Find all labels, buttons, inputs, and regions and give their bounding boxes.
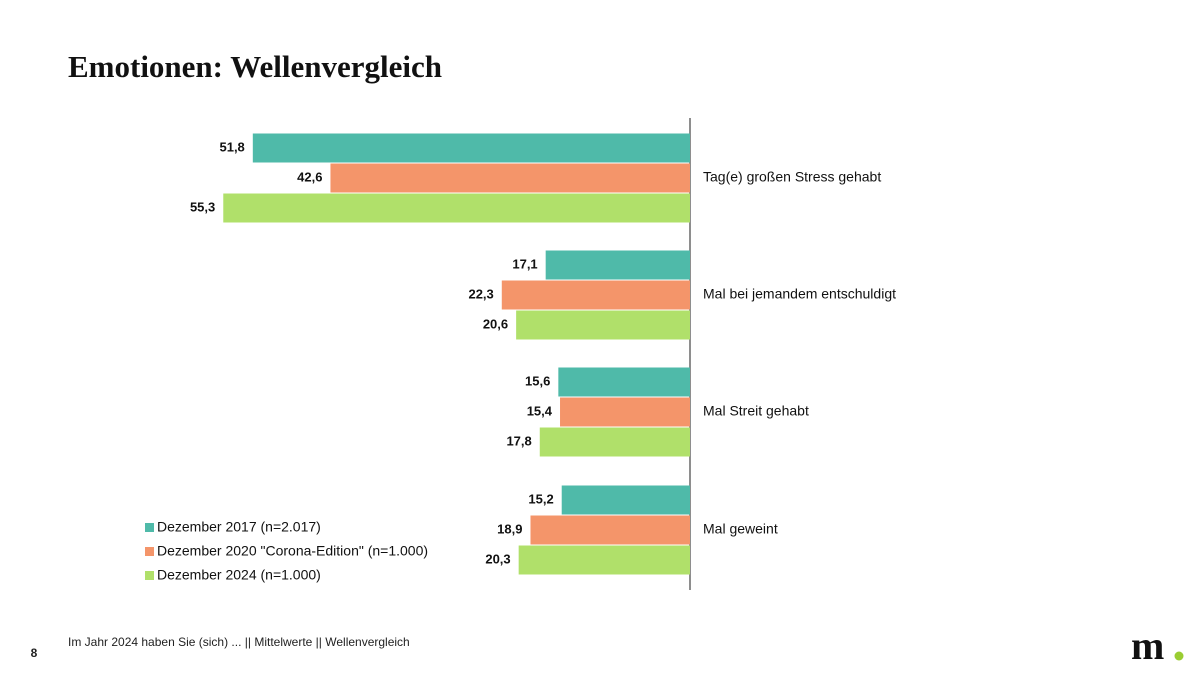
value-label: 17,1 [512, 256, 537, 271]
legend-swatch [145, 547, 154, 556]
value-label: 17,8 [506, 433, 531, 448]
value-label: 15,2 [528, 491, 553, 506]
bar [530, 515, 690, 545]
category-label: Mal geweint [703, 521, 778, 537]
legend-label: Dezember 2020 "Corona-Edition" (n=1.000) [157, 543, 428, 559]
value-label: 42,6 [297, 169, 322, 184]
legend-label: Dezember 2017 (n=2.017) [157, 519, 321, 535]
bar [561, 485, 690, 515]
value-label: 20,3 [485, 551, 510, 566]
logo: m [1131, 623, 1164, 668]
bar [501, 280, 690, 310]
legend-label: Dezember 2024 (n=1.000) [157, 567, 321, 583]
footer: Im Jahr 2024 haben Sie (sich) ... || Mit… [68, 635, 410, 649]
bar [252, 133, 691, 163]
bar [545, 250, 690, 280]
legend-swatch [145, 571, 154, 580]
category-label: Mal bei jemandem entschuldigt [703, 286, 896, 302]
bar [518, 545, 690, 575]
bar [539, 427, 690, 457]
legend-swatch [145, 523, 154, 532]
page-number: 8 [31, 646, 38, 660]
value-label: 18,9 [497, 521, 522, 536]
chart-title: Emotionen: Wellenvergleich [68, 49, 442, 84]
value-label: 55,3 [190, 199, 215, 214]
value-label: 15,4 [527, 403, 553, 418]
bar [330, 163, 690, 193]
value-label: 51,8 [219, 139, 244, 154]
value-label: 22,3 [468, 286, 493, 301]
logo-dot [1174, 651, 1184, 661]
value-label: 15,6 [525, 373, 550, 388]
bar [558, 367, 690, 397]
bar [560, 397, 690, 427]
category-label: Mal Streit gehabt [703, 403, 809, 419]
bar [516, 310, 690, 340]
category-label: Tag(e) großen Stress gehabt [703, 169, 881, 185]
bar [223, 193, 690, 223]
value-label: 20,6 [483, 316, 508, 331]
